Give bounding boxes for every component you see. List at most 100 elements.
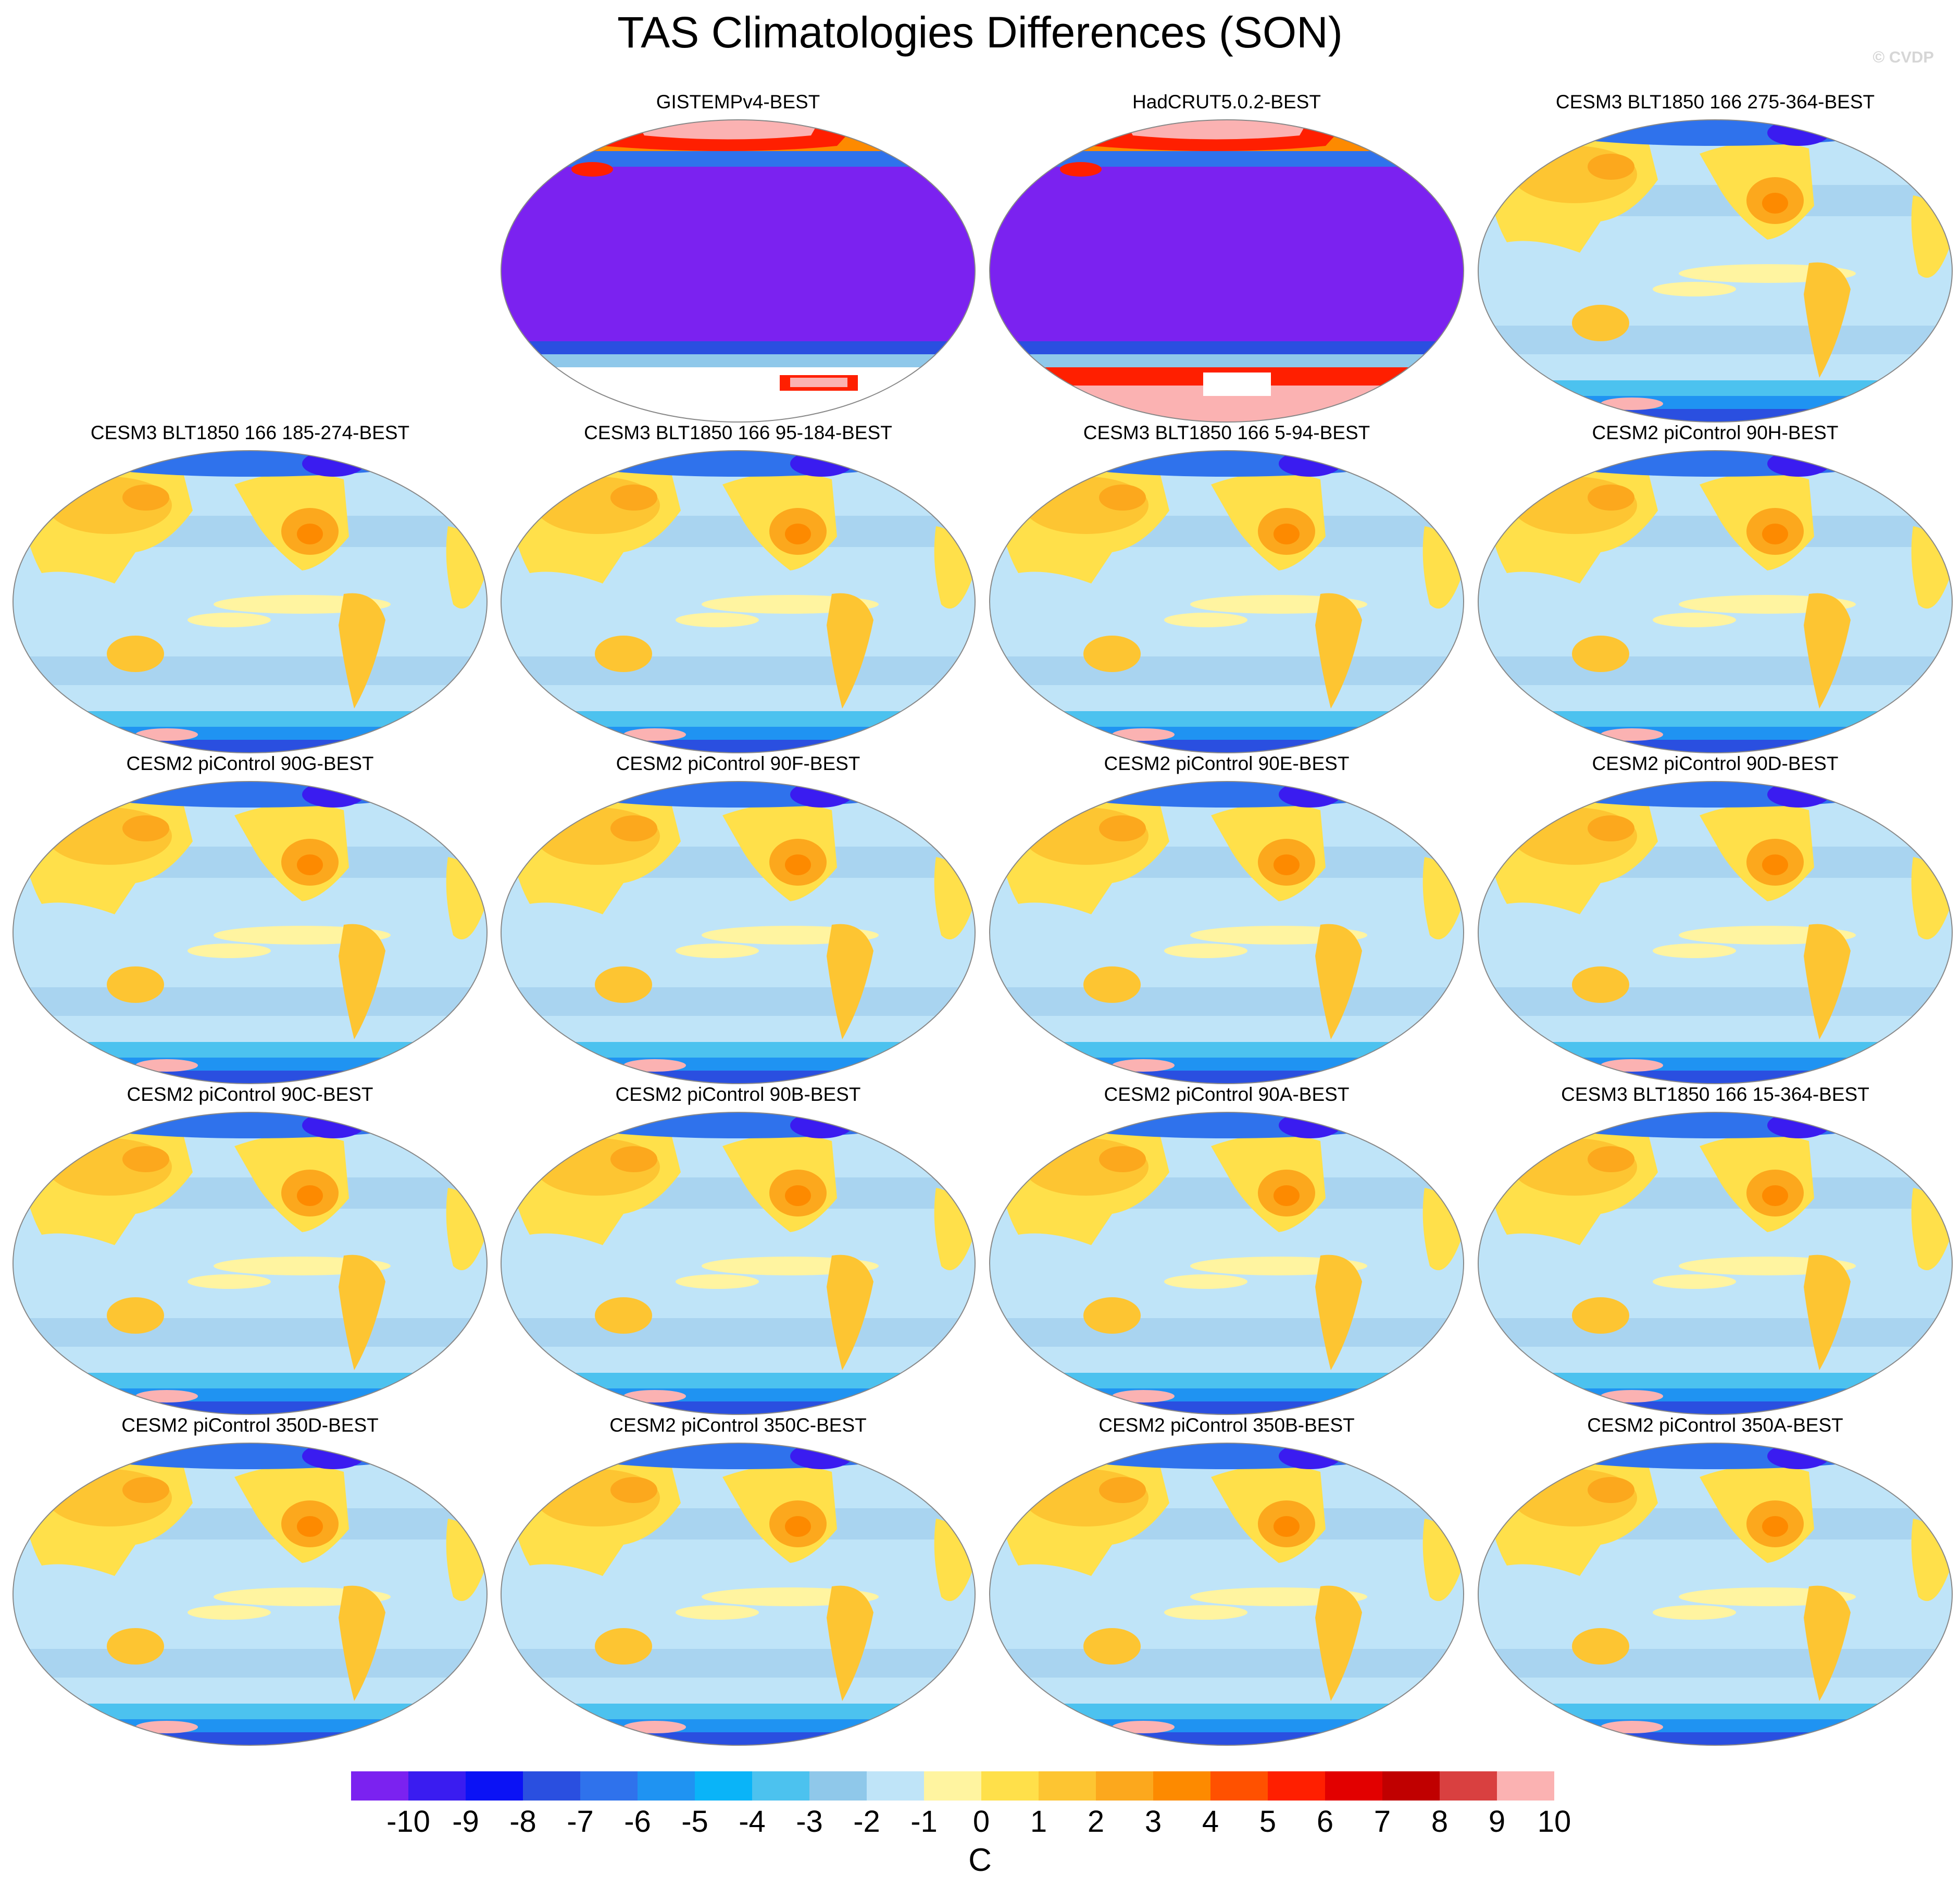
map-boundary [501, 119, 976, 423]
map-field [13, 1112, 488, 1415]
map-boundary [501, 1112, 976, 1415]
panel-title: HadCRUT5.0.2-BEST [1132, 91, 1321, 113]
map-boundary [13, 1112, 488, 1415]
map-panel: CESM2 piControl 90E-BEST [987, 753, 1466, 1086]
colorbar-tick-label: 6 [1317, 1805, 1333, 1834]
map-field [989, 781, 1464, 1084]
colorbar-bin [1153, 1771, 1210, 1801]
colorbar-tick-label: 9 [1489, 1805, 1505, 1834]
map-field [989, 1112, 1464, 1415]
map-boundary [989, 781, 1464, 1084]
map-boundary [501, 1443, 976, 1746]
colorbar-bin [867, 1771, 924, 1801]
map-panel: CESM3 BLT1850 166 185-274-BEST [10, 422, 490, 755]
map-panel: CESM2 piControl 350C-BEST [498, 1414, 978, 1748]
colorbar-tick-label: 4 [1202, 1805, 1219, 1834]
map-field [989, 1443, 1464, 1746]
colorbar-bin [638, 1771, 695, 1801]
map-field [1478, 781, 1953, 1084]
map-boundary [1478, 1112, 1953, 1415]
map-panel: CESM2 piControl 350A-BEST [1476, 1414, 1955, 1748]
colorbar-units: C [968, 1842, 992, 1878]
map-panel: GISTEMPv4-BEST [498, 91, 978, 425]
map-boundary [989, 119, 1464, 423]
map-panel: CESM2 piControl 90C-BEST [10, 1084, 490, 1417]
map-boundary [989, 1112, 1464, 1415]
map-field [989, 119, 1464, 423]
panel-title: GISTEMPv4-BEST [656, 91, 820, 113]
map-boundary [1478, 1443, 1953, 1746]
map-field [501, 781, 976, 1084]
colorbar-bin [1039, 1771, 1096, 1801]
panel-title: CESM2 piControl 90F-BEST [616, 753, 860, 774]
map-panel: CESM2 piControl 90F-BEST [498, 753, 978, 1086]
map-panel: CESM2 piControl 90D-BEST [1476, 753, 1955, 1086]
map-field [13, 450, 488, 753]
map-field [1478, 450, 1953, 753]
map-field [501, 450, 976, 753]
colorbar-bin [1096, 1771, 1153, 1801]
panel-title: CESM2 piControl 350A-BEST [1587, 1414, 1843, 1436]
panel-title: CESM2 piControl 90C-BEST [127, 1084, 373, 1105]
map-panel: HadCRUT5.0.2-BEST [987, 91, 1466, 425]
map-boundary [989, 450, 1464, 753]
map-panel: CESM2 piControl 90B-BEST [498, 1084, 978, 1417]
map-panel: CESM2 piControl 350D-BEST [10, 1414, 490, 1748]
colorbar-bin [1440, 1771, 1497, 1801]
colorbar-bin [809, 1771, 867, 1801]
colorbar-tick-label: 1 [1030, 1805, 1047, 1834]
map-boundary [501, 450, 976, 753]
panel-title: CESM3 BLT1850 166 15-364-BEST [1561, 1084, 1869, 1105]
map-boundary [13, 781, 488, 1084]
map-boundary [1478, 781, 1953, 1084]
panel-title: CESM3 BLT1850 166 185-274-BEST [90, 422, 410, 443]
map-boundary [1478, 119, 1953, 423]
map-panel: CESM3 BLT1850 166 275-364-BEST [1476, 91, 1955, 425]
panel-title: CESM2 piControl 90H-BEST [1592, 422, 1839, 443]
colorbar-bin [1325, 1771, 1382, 1801]
colorbar-bin [466, 1771, 523, 1801]
map-field [501, 119, 976, 423]
colorbar-bin [1497, 1771, 1554, 1801]
map-field [13, 1443, 488, 1746]
panel-title: CESM2 piControl 90G-BEST [126, 753, 374, 774]
map-panel: CESM3 BLT1850 166 15-364-BEST [1476, 1084, 1955, 1417]
colorbar-bin [752, 1771, 809, 1801]
map-panel: CESM2 piControl 90G-BEST [10, 753, 490, 1086]
colorbar-tick-label: -3 [796, 1805, 823, 1834]
colorbar-tick-label: 3 [1145, 1805, 1162, 1834]
colorbar-tick-label: 7 [1374, 1805, 1391, 1834]
colorbar-tick-label: -10 [386, 1805, 430, 1834]
map-field [1478, 1443, 1953, 1746]
panel-title: CESM3 BLT1850 166 275-364-BEST [1555, 91, 1875, 113]
colorbar-tick-label: 2 [1088, 1805, 1104, 1834]
colorbar-bin [351, 1771, 408, 1801]
credit-label: © CVDP [1872, 48, 1934, 66]
map-panel: CESM2 piControl 90H-BEST [1476, 422, 1955, 755]
map-panel: CESM2 piControl 90A-BEST [987, 1084, 1466, 1417]
colorbar-tick-label: 0 [973, 1805, 990, 1834]
panel-title: CESM2 piControl 350D-BEST [121, 1414, 379, 1436]
map-field [13, 781, 488, 1084]
colorbar-bin [981, 1771, 1039, 1801]
map-boundary [501, 781, 976, 1084]
panel-title: CESM2 piControl 350C-BEST [609, 1414, 867, 1436]
map-panel: CESM3 BLT1850 166 5-94-BEST [987, 422, 1466, 755]
panel-title: CESM3 BLT1850 166 95-184-BEST [584, 422, 892, 443]
panel-title: CESM2 piControl 90D-BEST [1592, 753, 1839, 774]
map-field [989, 450, 1464, 753]
colorbar-bin [695, 1771, 752, 1801]
colorbar-tick-label: -6 [624, 1805, 651, 1834]
map-boundary [1478, 450, 1953, 753]
map-boundary [13, 450, 488, 753]
colorbar-tick-label: -5 [681, 1805, 708, 1834]
colorbar-tick-label: -9 [452, 1805, 479, 1834]
panel-title: CESM2 piControl 90A-BEST [1104, 1084, 1350, 1105]
colorbar-tick-label: 8 [1431, 1805, 1448, 1834]
colorbar-bin [924, 1771, 981, 1801]
colorbar-tick-label: -7 [567, 1805, 594, 1834]
colorbar-bin [580, 1771, 638, 1801]
colorbar-bin [523, 1771, 580, 1801]
colorbar-tick-label: -2 [853, 1805, 880, 1834]
panel-title: CESM3 BLT1850 166 5-94-BEST [1083, 422, 1370, 443]
